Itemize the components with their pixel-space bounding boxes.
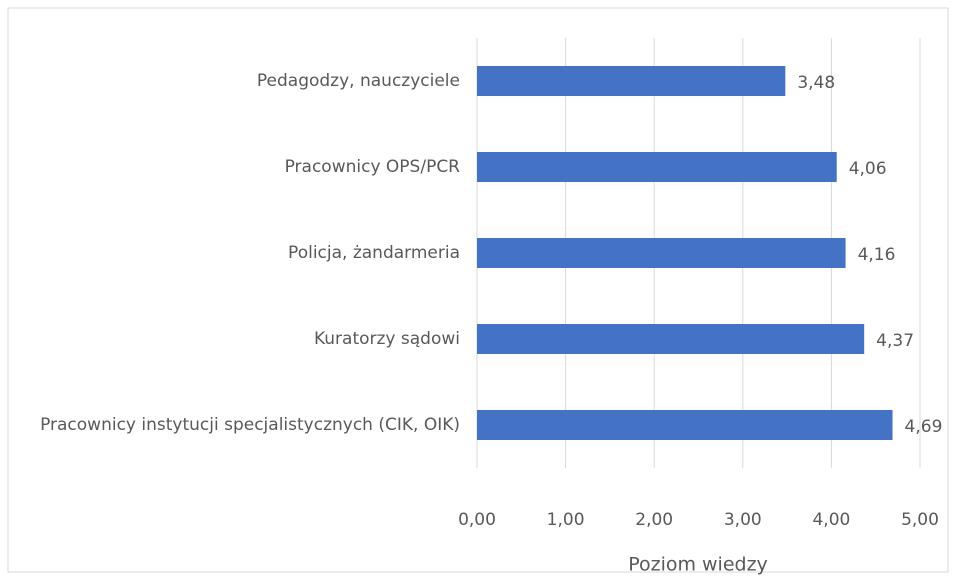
data-label: 4,69 [905, 417, 943, 437]
y-tick-label: Pracownicy instytucji specjalistycznych … [40, 415, 460, 435]
bar [477, 152, 837, 182]
x-tick-label: 3,00 [724, 510, 762, 530]
x-tick-label: 1,00 [547, 510, 585, 530]
data-label: 4,16 [858, 245, 896, 265]
x-tick-label: 4,00 [812, 510, 850, 530]
data-label: 3,48 [797, 73, 835, 93]
data-label: 4,37 [876, 331, 914, 351]
x-tick-label: 5,00 [901, 510, 939, 530]
x-tick-label: 2,00 [635, 510, 673, 530]
data-label: 4,06 [849, 159, 887, 179]
bar [477, 238, 846, 268]
x-tick-label: 0,00 [458, 510, 496, 530]
bar [477, 410, 893, 440]
y-tick-label: Pedagodzy, nauczyciele [256, 71, 460, 91]
y-tick-label: Pracownicy OPS/PCR [284, 157, 460, 177]
y-tick-label: Kuratorzy sądowi [313, 329, 460, 349]
chart-border [7, 7, 949, 573]
bar [477, 324, 865, 354]
bar [477, 66, 786, 96]
y-tick-label: Policja, żandarmeria [288, 243, 460, 263]
x-axis-title: Poziom wiedzy [628, 554, 768, 576]
